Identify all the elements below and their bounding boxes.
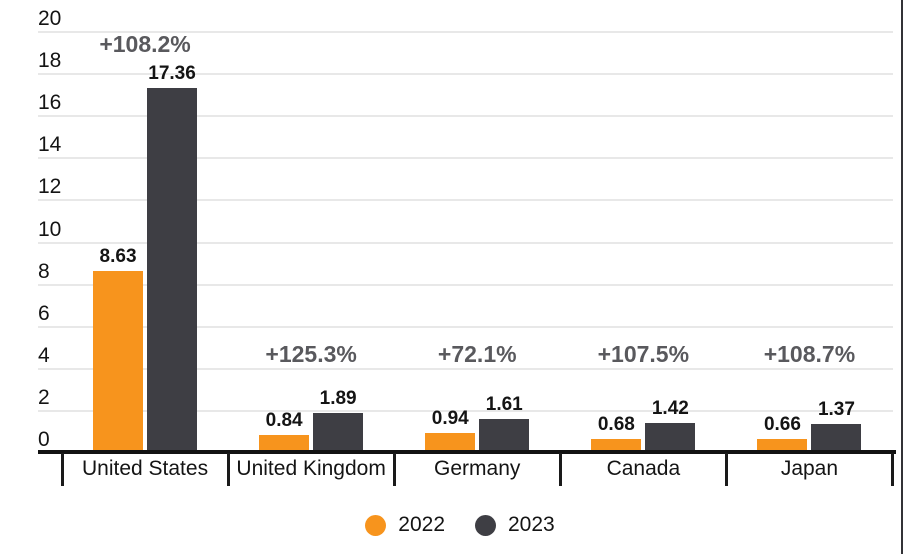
- value-label-2022: 0.94: [431, 408, 469, 430]
- bar-2022: [591, 438, 642, 453]
- bar-2022: [93, 271, 144, 453]
- category-label: Japan: [780, 457, 839, 480]
- bar-2022: [259, 435, 310, 453]
- x-axis-line: [38, 450, 896, 454]
- bar-2022: [757, 439, 808, 453]
- value-label-2022: 0.66: [763, 414, 801, 436]
- bar-2022: [425, 433, 476, 453]
- gridline: [38, 199, 893, 202]
- value-label-2023: 17.36: [148, 62, 196, 84]
- right-edge-line: [901, 0, 903, 554]
- value-label-2022: 0.68: [597, 413, 635, 435]
- y-axis-tick-label: 10: [38, 217, 62, 241]
- x-axis-tick: [724, 453, 728, 486]
- value-label-2023: 1.61: [485, 394, 523, 416]
- legend-swatch-2022: [365, 514, 387, 536]
- legend-swatch-2023: [475, 514, 496, 536]
- y-axis-tick-label: 0: [38, 428, 50, 451]
- legend-label: 2023: [508, 513, 555, 536]
- bar-2023: [645, 423, 696, 453]
- legend-item-2022: 2022: [365, 513, 445, 537]
- gridline: [38, 283, 893, 286]
- y-axis-tick-label: 2: [38, 385, 50, 409]
- bar-2023: [313, 413, 364, 453]
- value-label-2022: 0.84: [265, 410, 303, 432]
- gridline: [38, 115, 893, 118]
- x-axis-tick: [60, 453, 64, 486]
- legend-item-2023: 2023: [475, 513, 555, 537]
- growth-label: +108.7%: [763, 341, 856, 367]
- x-axis-tick: [392, 453, 396, 486]
- legend-label: 2022: [398, 513, 445, 536]
- y-axis-tick-label: 6: [38, 301, 50, 325]
- value-label-2023: 1.89: [319, 388, 357, 410]
- gridline: [38, 367, 893, 370]
- gridline: [38, 325, 893, 328]
- y-axis-tick-label: 18: [38, 49, 62, 73]
- gridline: [38, 31, 893, 33]
- bar-2023: [811, 424, 862, 453]
- gridline: [38, 241, 893, 244]
- y-axis-tick-label: 14: [38, 133, 62, 157]
- category-label: Germany: [434, 457, 521, 480]
- y-axis-tick-label: 4: [38, 343, 50, 367]
- category-label: United States: [82, 457, 209, 480]
- y-axis-tick-label: 12: [38, 175, 62, 199]
- bar-2023: [147, 87, 198, 453]
- category-label: Canada: [606, 457, 681, 480]
- value-label-2023: 1.42: [651, 398, 689, 420]
- x-axis-tick: [558, 453, 562, 486]
- y-axis-tick-label: 8: [38, 259, 50, 283]
- y-axis-tick-label: 16: [38, 91, 62, 115]
- value-label-2022: 8.63: [99, 246, 137, 268]
- category-label: United Kingdom: [236, 457, 386, 480]
- x-axis-tick: [226, 453, 230, 486]
- gridline: [38, 73, 893, 76]
- value-label-2023: 1.37: [817, 399, 855, 421]
- gridline: [38, 157, 893, 160]
- y-axis-tick-label: 20: [38, 7, 62, 30]
- growth-label: +125.3%: [265, 341, 357, 367]
- growth-label: +72.1%: [437, 341, 517, 367]
- gridline: [38, 409, 893, 412]
- growth-label: +108.2%: [99, 30, 191, 57]
- bar-2023: [479, 419, 530, 453]
- growth-label: +107.5%: [597, 341, 690, 367]
- x-axis-tick: [891, 453, 894, 486]
- chart-legend: 2022 2023: [0, 510, 904, 540]
